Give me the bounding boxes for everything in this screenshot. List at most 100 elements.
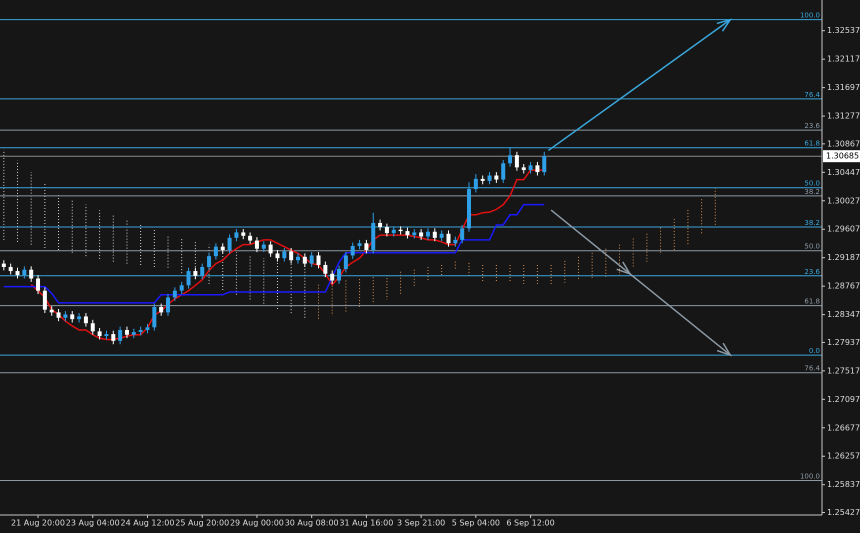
candle-body bbox=[350, 245, 355, 256]
candle-body bbox=[15, 271, 20, 276]
candle-body bbox=[282, 251, 287, 259]
y-tick-label: 1.28767 bbox=[827, 282, 860, 291]
y-tick-label: 1.31697 bbox=[827, 83, 860, 92]
y-tick-label: 1.28347 bbox=[827, 310, 860, 319]
x-tick-label: 6 Sep 12:00 bbox=[506, 519, 554, 528]
candle-body bbox=[514, 155, 519, 168]
candle-body bbox=[254, 240, 259, 249]
y-tick-label: 1.27517 bbox=[827, 366, 860, 375]
candle-body bbox=[118, 330, 123, 341]
candle-body bbox=[227, 237, 232, 251]
fib-label: 61.8 bbox=[804, 298, 820, 306]
plot-area bbox=[0, 18, 822, 481]
candle-body bbox=[234, 232, 239, 238]
x-tick-label: 24 Aug 12:00 bbox=[121, 519, 175, 528]
y-tick-label: 1.26257 bbox=[827, 452, 860, 461]
fib-label: 76.4 bbox=[804, 91, 820, 99]
candle-body bbox=[42, 290, 47, 310]
candle-body bbox=[179, 285, 184, 291]
y-tick-label: 1.32537 bbox=[827, 26, 860, 35]
candle-body bbox=[186, 271, 191, 286]
candle-body bbox=[83, 316, 88, 324]
candle-body bbox=[138, 330, 143, 333]
candle-body bbox=[159, 306, 164, 313]
fib-label: 38.2 bbox=[804, 219, 820, 227]
candle-body bbox=[378, 222, 383, 228]
candle-body bbox=[90, 323, 95, 332]
fib-label: 61.8 bbox=[804, 140, 820, 148]
fib-label: 100.0 bbox=[800, 472, 820, 480]
candle-body bbox=[248, 235, 253, 241]
x-tick-label: 29 Aug 00:00 bbox=[230, 519, 284, 528]
candle-body bbox=[309, 255, 314, 264]
candle-body bbox=[467, 189, 472, 229]
candle-body bbox=[241, 232, 246, 236]
fib-label: 0.0 bbox=[809, 347, 820, 355]
candle-body bbox=[405, 231, 410, 236]
candle-body bbox=[412, 232, 417, 236]
candle-body bbox=[343, 255, 348, 270]
candle-body bbox=[152, 306, 157, 328]
candle-body bbox=[419, 232, 424, 237]
candle-body bbox=[508, 155, 513, 164]
candle-body bbox=[460, 228, 465, 240]
candle-body bbox=[371, 222, 376, 251]
candle-body bbox=[453, 239, 458, 244]
fib-label: 38.2 bbox=[804, 188, 820, 196]
candle-body bbox=[542, 156, 547, 173]
candle-body bbox=[302, 256, 307, 264]
candle-body bbox=[77, 316, 82, 320]
y-tick-label: 1.25427 bbox=[827, 508, 860, 517]
y-tick-label: 1.26677 bbox=[827, 423, 860, 432]
y-tick-label: 1.25837 bbox=[827, 480, 860, 489]
candle-body bbox=[494, 175, 499, 180]
candle-body bbox=[220, 246, 225, 251]
x-tick-label: 5 Sep 04:00 bbox=[452, 519, 500, 528]
candle-body bbox=[432, 231, 437, 238]
arrowhead bbox=[616, 261, 632, 276]
candle-body bbox=[193, 271, 198, 276]
candle-body bbox=[337, 269, 342, 281]
candle-body bbox=[97, 331, 102, 337]
x-tick-label: 31 Aug 16:00 bbox=[339, 519, 393, 528]
y-tick-label: 1.27937 bbox=[827, 338, 860, 347]
candle-body bbox=[330, 273, 335, 281]
candle-body bbox=[8, 266, 13, 272]
indicator-line bbox=[30, 169, 545, 341]
candle-body bbox=[439, 233, 444, 238]
current-price-box bbox=[823, 150, 860, 163]
trendline bbox=[547, 19, 731, 152]
candle-body bbox=[295, 256, 300, 261]
current-price-label: 1.30685 bbox=[826, 152, 859, 161]
candle-body bbox=[63, 314, 68, 318]
candle-body bbox=[1, 263, 6, 267]
candle-body bbox=[104, 334, 109, 337]
candle-body bbox=[261, 244, 266, 249]
y-tick-label: 1.31277 bbox=[827, 112, 860, 121]
candle-body bbox=[398, 229, 403, 232]
trendline bbox=[550, 209, 731, 356]
candle-body bbox=[316, 255, 321, 265]
candle-body bbox=[268, 244, 273, 254]
fib-label: 50.0 bbox=[804, 180, 820, 188]
y-tick-label: 1.27097 bbox=[827, 395, 860, 404]
candle-body bbox=[391, 229, 396, 234]
candle-body bbox=[528, 165, 533, 171]
indicator-line bbox=[3, 203, 545, 304]
candle-body bbox=[111, 334, 116, 341]
x-tick-label: 21 Aug 20:00 bbox=[11, 519, 65, 528]
candle-body bbox=[36, 278, 41, 291]
candle-body bbox=[145, 327, 150, 331]
candle-body bbox=[289, 251, 294, 261]
y-tick-label: 1.29607 bbox=[827, 225, 860, 234]
candle-body bbox=[480, 178, 485, 181]
y-tick-label: 1.30027 bbox=[827, 196, 860, 205]
x-tick-label: 30 Aug 08:00 bbox=[285, 519, 339, 528]
candle-body bbox=[200, 266, 205, 276]
candle-body bbox=[49, 309, 54, 313]
candle-body bbox=[487, 175, 492, 181]
x-tick-label: 23 Aug 04:00 bbox=[66, 519, 120, 528]
